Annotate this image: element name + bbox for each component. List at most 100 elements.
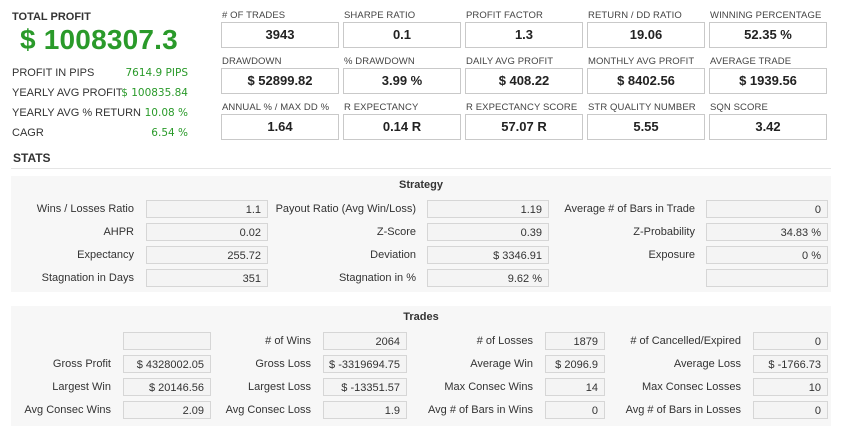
- trades-label: # of Wins: [265, 335, 311, 347]
- trades-label: Max Consec Losses: [641, 381, 741, 393]
- strategy-label: Z-Score: [376, 226, 416, 238]
- trades-label: Max Consec Wins: [444, 381, 533, 393]
- metric-value: $ 408.22: [465, 68, 583, 94]
- metric-value: 19.06: [587, 22, 705, 48]
- strategy-value: 1.19: [427, 200, 549, 218]
- metric-card: SQN SCORE 3.42: [709, 102, 827, 146]
- trades-value: [123, 332, 211, 350]
- metric-label: % DRAWDOWN: [344, 56, 415, 67]
- metric-label: PROFIT FACTOR: [466, 10, 543, 21]
- metric-value: 3.99 %: [343, 68, 461, 94]
- metric-label: WINNING PERCENTAGE: [710, 10, 822, 21]
- metric-label: MONTHLY AVG PROFIT: [588, 56, 695, 67]
- trades-value: 14: [545, 378, 605, 396]
- strategy-value: 0 %: [706, 246, 828, 264]
- trades-label: Avg # of Bars in Wins: [428, 404, 533, 416]
- metric-label: SQN SCORE: [710, 102, 768, 113]
- trades-value: 1.9: [323, 401, 407, 419]
- metric-card: ANNUAL % / MAX DD % 1.64: [221, 102, 339, 146]
- metric-label: ANNUAL % / MAX DD %: [222, 102, 330, 113]
- trades-value: 0: [753, 332, 828, 350]
- metric-label: RETURN / DD RATIO: [588, 10, 682, 21]
- metric-label: R EXPECTANCY: [344, 102, 419, 113]
- strategy-value: 351: [146, 269, 268, 287]
- total-profit-value: $ 1008307.3: [20, 24, 178, 55]
- strategy-value: 0.39: [427, 223, 549, 241]
- metric-label: # OF TRADES: [222, 10, 286, 21]
- strategy-title: Strategy: [398, 179, 444, 191]
- strategy-label: Exposure: [648, 249, 695, 261]
- metric-card: PROFIT FACTOR 1.3: [465, 10, 583, 54]
- metric-label: STR QUALITY NUMBER: [588, 102, 696, 113]
- metric-label: DRAWDOWN: [222, 56, 282, 67]
- metric-value: $ 8402.56: [587, 68, 705, 94]
- metric-card: AVERAGE TRADE $ 1939.56: [709, 56, 827, 100]
- metric-value: 3943: [221, 22, 339, 48]
- metric-value: 3.42: [709, 114, 827, 140]
- trades-value: 0: [545, 401, 605, 419]
- metric-value: 0.14 R: [343, 114, 461, 140]
- metric-card: R EXPECTANCY SCORE 57.07 R: [465, 102, 583, 146]
- metric-label: AVERAGE TRADE: [710, 56, 792, 67]
- trades-value: $ 2096.9: [545, 355, 605, 373]
- stats-title: STATS: [13, 151, 51, 165]
- metric-value: $ 1939.56: [709, 68, 827, 94]
- trades-label: Gross Profit: [52, 358, 111, 370]
- strategy-label: AHPR: [103, 226, 134, 238]
- strategy-label: Wins / Losses Ratio: [36, 203, 134, 215]
- total-profit-label: TOTAL PROFIT: [12, 11, 91, 23]
- strategy-value: $ 3346.91: [427, 246, 549, 264]
- strategy-label: Average # of Bars in Trade: [564, 203, 695, 215]
- trades-label: Gross Loss: [255, 358, 311, 370]
- trades-label: Largest Loss: [248, 381, 311, 393]
- summary-row-label: YEARLY AVG % RETURN: [12, 107, 141, 119]
- strategy-label: Deviation: [370, 249, 416, 261]
- strategy-value: 0: [706, 200, 828, 218]
- summary-row-value: 10.08 %: [144, 107, 188, 119]
- metric-card: DRAWDOWN $ 52899.82: [221, 56, 339, 100]
- metric-value: 1.3: [465, 22, 583, 48]
- metric-label: DAILY AVG PROFIT: [466, 56, 554, 67]
- metric-card: RETURN / DD RATIO 19.06: [587, 10, 705, 54]
- trades-label: Largest Win: [52, 381, 111, 393]
- trades-value: 10: [753, 378, 828, 396]
- metric-value: 0.1: [343, 22, 461, 48]
- metric-value: 52.35 %: [709, 22, 827, 48]
- trades-value: 1879: [545, 332, 605, 350]
- divider: [11, 168, 831, 169]
- metric-card: # OF TRADES 3943: [221, 10, 339, 54]
- trades-label: # of Losses: [476, 335, 533, 347]
- strategy-label: Stagnation in %: [338, 272, 416, 284]
- metric-value: 5.55: [587, 114, 705, 140]
- summary-row-label: PROFIT IN PIPS: [12, 67, 95, 79]
- trades-label: Avg Consec Loss: [225, 404, 311, 416]
- strategy-label: Expectancy: [77, 249, 134, 261]
- metric-card: WINNING PERCENTAGE 52.35 %: [709, 10, 827, 54]
- summary-row-label: CAGR: [12, 127, 44, 139]
- strategy-value: 0.02: [146, 223, 268, 241]
- strategy-value: 255.72: [146, 246, 268, 264]
- summary-row-label: YEARLY AVG PROFIT: [12, 87, 123, 99]
- trades-value: $ -13351.57: [323, 378, 407, 396]
- trades-value: $ -1766.73: [753, 355, 828, 373]
- metric-label: R EXPECTANCY SCORE: [466, 102, 578, 113]
- trades-label: Average Loss: [673, 358, 741, 370]
- strategy-value: [706, 269, 828, 287]
- strategy-label: Stagnation in Days: [41, 272, 134, 284]
- metric-label: SHARPE RATIO: [344, 10, 416, 21]
- strategy-label: Payout Ratio (Avg Win/Loss): [275, 203, 416, 215]
- trades-value: $ -3319694.75: [323, 355, 407, 373]
- strategy-value: 1.1: [146, 200, 268, 218]
- trades-value: $ 20146.56: [123, 378, 211, 396]
- summary-row-value: $ 100835.84: [121, 87, 188, 99]
- metric-value: 1.64: [221, 114, 339, 140]
- metric-card: SHARPE RATIO 0.1: [343, 10, 461, 54]
- trades-value: 2.09: [123, 401, 211, 419]
- metric-card: % DRAWDOWN 3.99 %: [343, 56, 461, 100]
- trades-label: Avg Consec Wins: [24, 404, 111, 416]
- metric-value: $ 52899.82: [221, 68, 339, 94]
- trades-label: Avg # of Bars in Losses: [625, 404, 741, 416]
- strategy-value: 34.83 %: [706, 223, 828, 241]
- trades-title: Trades: [403, 311, 439, 323]
- metric-card: MONTHLY AVG PROFIT $ 8402.56: [587, 56, 705, 100]
